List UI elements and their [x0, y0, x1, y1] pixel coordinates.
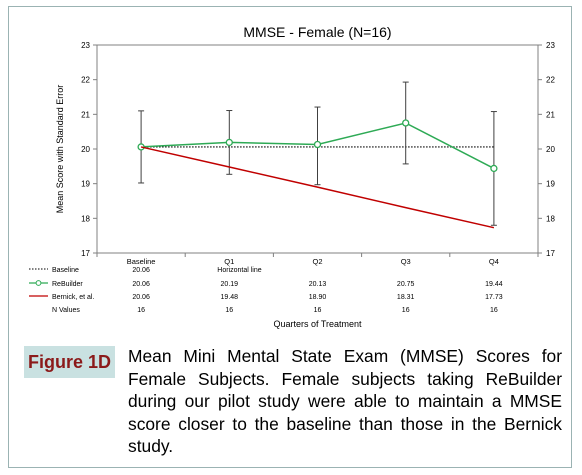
- y-tick-label-right: 19: [546, 180, 555, 189]
- table-cell: 18.31: [397, 294, 415, 301]
- legend-label-bernick-et-al: Bernick, et al.: [52, 294, 94, 301]
- x-tick-label: Q1: [224, 257, 234, 266]
- table-cell: 20.06: [132, 281, 150, 288]
- y-tick-label-left: 17: [81, 249, 90, 258]
- n-value-cell: 16: [490, 307, 498, 314]
- y-tick-label-right: 22: [546, 76, 555, 85]
- x-tick-label: Baseline: [127, 257, 156, 266]
- table-cell: 19.48: [221, 294, 239, 301]
- table-cell: 20.06: [132, 294, 150, 301]
- mmse-chart: MMSE - Female (N=16) 17 17 18 18 19 19 20 20 21 21…: [29, 24, 555, 329]
- y-tick-label-right: 18: [546, 214, 555, 223]
- table-cell: 20.75: [397, 281, 415, 288]
- n-value-cell: 16: [225, 307, 233, 314]
- table-cell: 20.19: [221, 281, 239, 288]
- n-value-cell: 16: [314, 307, 322, 314]
- series-rebuilder-point: [490, 164, 498, 173]
- table-cell: 20.06: [132, 267, 150, 274]
- x-tick-label: Q2: [312, 257, 322, 266]
- y-tick-label-right: 21: [546, 110, 555, 119]
- series-bernick-et-al-line: [140, 146, 495, 229]
- legend-label-baseline: Baseline: [52, 267, 79, 274]
- table-cell: 18.90: [309, 294, 327, 301]
- n-value-cell: 16: [137, 307, 145, 314]
- series-rebuilder-point: [402, 119, 410, 127]
- y-tick-label-right: 23: [546, 41, 555, 50]
- figure-caption: Mean Mini Mental State Exam (MMSE) Score…: [128, 346, 562, 457]
- series-rebuilder-point: [225, 138, 233, 147]
- x-axis-label: Quarters of Treatment: [273, 319, 362, 329]
- y-tick-label-left: 21: [81, 110, 90, 119]
- n-values-label: N Values: [52, 307, 80, 314]
- y-tick-label-left: 18: [81, 214, 90, 223]
- y-tick-label-left: 20: [81, 145, 90, 154]
- table-cell: Horizontal line: [217, 267, 261, 274]
- n-value-cell: 16: [402, 307, 410, 314]
- figure-label: Figure 1D: [24, 346, 115, 378]
- y-tick-label-right: 17: [546, 249, 555, 258]
- y-tick-label-left: 23: [81, 41, 90, 50]
- y-tick-label-right: 20: [546, 145, 555, 154]
- y-axis-label: Mean Score with Standard Error: [55, 85, 65, 214]
- y-tick-label-left: 22: [81, 76, 90, 85]
- chart-title: MMSE - Female (N=16): [243, 24, 391, 40]
- x-tick-label: Q3: [401, 257, 411, 266]
- y-tick-label-left: 19: [81, 180, 90, 189]
- table-cell: 19.44: [485, 281, 503, 288]
- legend-label-rebuilder: ReBuilder: [52, 281, 83, 288]
- figure-frame: [8, 6, 572, 468]
- table-cell: 17.73: [485, 294, 503, 301]
- table-cell: 20.13: [309, 281, 327, 288]
- x-tick-label: Q4: [489, 257, 499, 266]
- series-rebuilder-point: [313, 140, 322, 149]
- legend-marker-rebuilder: [35, 280, 42, 286]
